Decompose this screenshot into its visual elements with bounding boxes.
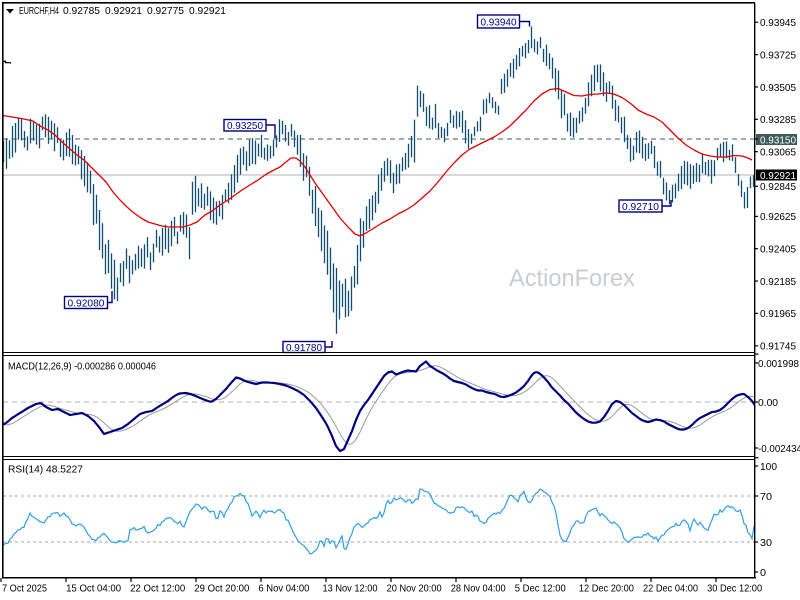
svg-text:-0.002434: -0.002434: [758, 443, 800, 455]
svg-text:30 Dec 12:00: 30 Dec 12:00: [707, 583, 762, 595]
svg-text:0.93940: 0.93940: [481, 16, 517, 28]
svg-text:0.92921: 0.92921: [760, 170, 796, 182]
svg-text:MACD(12,26,9) -0.000286 0.0000: MACD(12,26,9) -0.000286 0.000046: [8, 361, 156, 373]
svg-text:0.93725: 0.93725: [760, 49, 796, 61]
svg-text:0.91965: 0.91965: [760, 308, 796, 320]
svg-text:0.92710: 0.92710: [622, 201, 659, 213]
svg-text:0.92625: 0.92625: [760, 211, 796, 223]
svg-text:22 Oct 12:00: 22 Oct 12:00: [130, 583, 185, 595]
svg-text:29 Oct 20:00: 29 Oct 20:00: [194, 583, 249, 595]
svg-text:0.92921: 0.92921: [105, 5, 142, 17]
svg-text:30: 30: [760, 537, 772, 549]
svg-text:0.92185: 0.92185: [760, 276, 796, 288]
svg-text:15 Oct 04:00: 15 Oct 04:00: [66, 583, 121, 595]
svg-text:0: 0: [760, 567, 766, 579]
svg-text:6 Nov 04:00: 6 Nov 04:00: [258, 583, 309, 595]
svg-text:22 Dec 04:00: 22 Dec 04:00: [643, 583, 698, 595]
svg-text:7 Oct 2025: 7 Oct 2025: [2, 583, 47, 595]
svg-text:0.92775: 0.92775: [147, 5, 184, 17]
svg-text:20 Nov 20:00: 20 Nov 20:00: [387, 583, 442, 595]
svg-text:12 Dec 20:00: 12 Dec 20:00: [579, 583, 634, 595]
svg-text:ActionForex: ActionForex: [509, 265, 635, 292]
svg-text:0.93505: 0.93505: [760, 82, 796, 94]
svg-text:0.92785: 0.92785: [63, 5, 100, 17]
svg-text:0.93250: 0.93250: [227, 120, 263, 132]
svg-text:0.92405: 0.92405: [760, 244, 796, 256]
svg-text:0.93945: 0.93945: [760, 17, 796, 29]
svg-text:0.91780: 0.91780: [286, 342, 322, 354]
svg-text:5 Dec 12:00: 5 Dec 12:00: [515, 583, 566, 595]
svg-text:RSI(14) 48.5227: RSI(14) 48.5227: [8, 464, 83, 476]
svg-text:70: 70: [760, 491, 772, 503]
svg-text:0.93285: 0.93285: [760, 114, 796, 126]
svg-text:28 Nov 04:00: 28 Nov 04:00: [451, 583, 506, 595]
svg-text:0.00: 0.00: [758, 397, 778, 409]
svg-text:0.91745: 0.91745: [760, 341, 796, 353]
svg-text:0.92921: 0.92921: [189, 5, 226, 17]
svg-text:0.93065: 0.93065: [760, 147, 796, 159]
svg-text:13 Nov 12:00: 13 Nov 12:00: [323, 583, 378, 595]
svg-text:0.92845: 0.92845: [760, 181, 796, 193]
svg-text:0.93150: 0.93150: [760, 134, 796, 146]
svg-text:EURCHF,H4: EURCHF,H4: [19, 5, 59, 17]
svg-text:0.92080: 0.92080: [68, 297, 105, 309]
svg-text:0.001998: 0.001998: [758, 358, 799, 370]
svg-text:100: 100: [760, 461, 777, 473]
